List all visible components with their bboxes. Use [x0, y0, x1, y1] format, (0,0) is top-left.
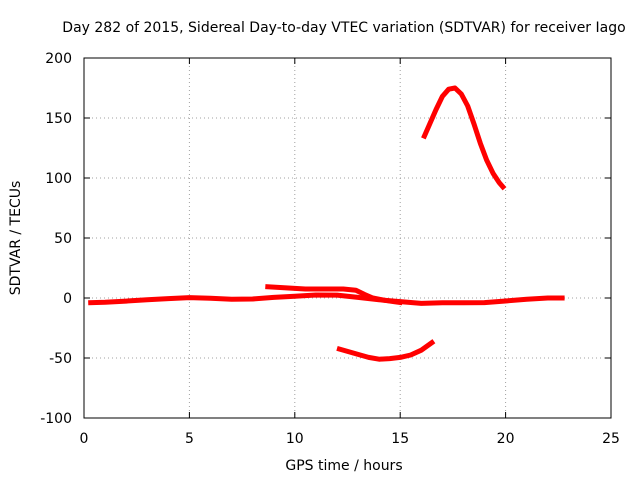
- series-line: [421, 85, 507, 191]
- x-tick-label: 20: [497, 431, 515, 447]
- y-axis-label: SDTVAR / TECUs: [8, 181, 24, 296]
- x-tick-label: 0: [80, 431, 89, 447]
- x-tick-label: 15: [391, 431, 409, 447]
- series-line: [336, 339, 436, 362]
- y-tick-label: 0: [63, 291, 72, 307]
- y-tick-label: -100: [40, 411, 72, 427]
- x-tick-labels: 0 5 10 15 20 25: [80, 431, 620, 447]
- plot-frame: [83, 57, 612, 419]
- y-tick-label: 100: [45, 171, 72, 187]
- grid-lines: [84, 58, 611, 418]
- series-line: [88, 292, 565, 306]
- x-tick-label: 5: [185, 431, 194, 447]
- axis-ticks: [83, 57, 612, 419]
- series-line: [265, 284, 403, 306]
- x-axis-label: GPS time / hours: [285, 458, 402, 474]
- y-tick-label: 150: [45, 111, 72, 127]
- chart-title: Day 282 of 2015, Sidereal Day-to-day VTE…: [62, 20, 625, 36]
- x-tick-label: 10: [286, 431, 304, 447]
- y-tick-label: 50: [54, 231, 72, 247]
- x-tick-label: 25: [602, 431, 620, 447]
- y-tick-label: 200: [45, 51, 72, 67]
- y-tick-labels: -100 -50 0 50 100 150 200: [40, 51, 72, 427]
- y-tick-label: -50: [49, 351, 72, 367]
- data-series: [88, 85, 565, 362]
